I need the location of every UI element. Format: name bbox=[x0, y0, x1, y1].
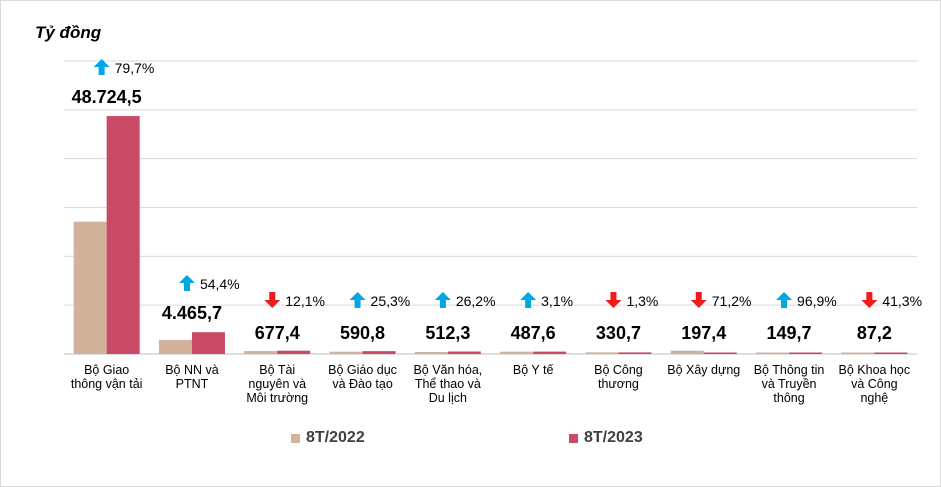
legend-swatch-2022 bbox=[291, 433, 300, 443]
change-label: 54,4% bbox=[200, 276, 240, 292]
value-label: 590,8 bbox=[340, 323, 385, 343]
bar-2023 bbox=[533, 351, 567, 354]
bar-2023 bbox=[703, 352, 737, 354]
value-label: 149,7 bbox=[767, 323, 812, 343]
down-arrow-icon bbox=[264, 292, 281, 308]
bar-2022 bbox=[329, 351, 363, 354]
up-arrow-icon bbox=[93, 59, 110, 75]
value-label: 48.724,5 bbox=[72, 87, 142, 107]
up-arrow-icon bbox=[776, 292, 793, 308]
legend-swatch-2023 bbox=[569, 433, 578, 443]
bar-2023 bbox=[191, 332, 225, 354]
change-label: 26,2% bbox=[456, 293, 496, 309]
bar-2022 bbox=[585, 352, 619, 354]
category-label: Thể thao và bbox=[415, 377, 481, 391]
category-label: nghệ bbox=[860, 391, 888, 405]
bar-2022 bbox=[841, 352, 875, 354]
up-arrow-icon bbox=[349, 292, 366, 308]
change-label: 12,1% bbox=[285, 293, 325, 309]
category-label: Bộ Thông tin bbox=[754, 363, 825, 377]
change-label: 25,3% bbox=[371, 293, 411, 309]
change-label: 79,7% bbox=[115, 60, 155, 76]
value-label: 330,7 bbox=[596, 323, 641, 343]
bar-2023 bbox=[106, 116, 140, 354]
category-label: Bộ NN và bbox=[165, 363, 219, 377]
category-label: Bộ Xây dựng bbox=[667, 363, 740, 377]
change-label: 41,3% bbox=[882, 293, 922, 309]
category-label: Bộ Tài bbox=[259, 363, 295, 377]
category-label: PTNT bbox=[176, 377, 209, 391]
category-label: Môi trường bbox=[246, 391, 308, 405]
change-label: 71,2% bbox=[712, 293, 752, 309]
bar-2023 bbox=[277, 350, 311, 354]
bar-2022 bbox=[73, 221, 107, 354]
category-label: Bộ Khoa học bbox=[839, 363, 911, 377]
value-label: 4.465,7 bbox=[162, 303, 222, 323]
value-label: 677,4 bbox=[255, 323, 300, 343]
category-label: và Truyền bbox=[762, 377, 817, 391]
value-label: 512,3 bbox=[425, 323, 470, 343]
change-label: 3,1% bbox=[541, 293, 573, 309]
category-label: Bộ Giáo dục bbox=[328, 363, 397, 377]
bar-2022 bbox=[500, 351, 534, 354]
bar-2023 bbox=[618, 352, 652, 354]
category-label: thông bbox=[773, 391, 804, 405]
bar-2023 bbox=[362, 351, 396, 354]
bar-2022 bbox=[244, 351, 278, 354]
bar-2023 bbox=[874, 352, 908, 354]
down-arrow-icon bbox=[861, 292, 878, 308]
legend-label-2022: 8T/2022 bbox=[306, 429, 365, 446]
bar-2022 bbox=[756, 352, 790, 354]
category-label: Du lịch bbox=[429, 391, 467, 405]
value-label: 197,4 bbox=[681, 323, 726, 343]
category-label: Bộ Giao bbox=[84, 363, 129, 377]
category-label: Bộ Công bbox=[594, 363, 643, 377]
bar-2022 bbox=[670, 350, 704, 354]
category-label: Bộ Văn hóa, bbox=[413, 363, 482, 377]
legend-item-2022: 8T/2022 bbox=[291, 429, 365, 447]
category-label: Bộ Y tế bbox=[513, 363, 554, 377]
category-label: và Đào tạo bbox=[332, 377, 393, 391]
category-label: nguyên và bbox=[248, 377, 306, 391]
down-arrow-icon bbox=[605, 292, 622, 308]
change-label: 96,9% bbox=[797, 293, 837, 309]
category-label: và Công bbox=[851, 377, 898, 391]
unit-label: Tỷ đồng bbox=[35, 23, 102, 42]
up-arrow-icon bbox=[520, 292, 537, 308]
legend-label-2023: 8T/2023 bbox=[584, 429, 643, 446]
up-arrow-icon bbox=[434, 292, 451, 308]
down-arrow-icon bbox=[690, 292, 707, 308]
change-label: 1,3% bbox=[626, 293, 658, 309]
category-label: thông vận tải bbox=[71, 377, 143, 391]
category-label: thương bbox=[598, 377, 639, 391]
legend-item-2023: 8T/2023 bbox=[569, 429, 643, 447]
up-arrow-icon bbox=[178, 275, 195, 291]
value-label: 487,6 bbox=[511, 323, 556, 343]
bar-2022 bbox=[158, 339, 192, 354]
bar-2023 bbox=[447, 351, 481, 354]
bar-2023 bbox=[789, 352, 823, 354]
value-label: 87,2 bbox=[857, 323, 892, 343]
bar-2022 bbox=[414, 352, 448, 354]
